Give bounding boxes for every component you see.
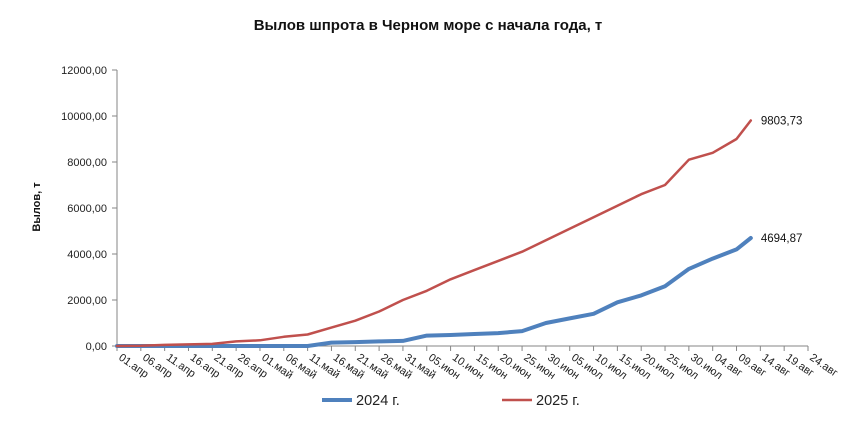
chart-title: Вылов шпрота в Черном море с начала года… <box>254 17 603 34</box>
legend: 2024 г. 2025 г. <box>322 393 580 409</box>
y-tick-label: 6000,00 <box>67 203 107 215</box>
axes <box>116 70 808 347</box>
y-tick-label: 12000,00 <box>61 65 107 77</box>
y-tick-label: 0,00 <box>86 341 107 353</box>
x-axis-ticks: 01.апр06.апр11.апр16.апр21.апр26.апр01.м… <box>116 346 840 382</box>
series-line-2 <box>115 119 753 348</box>
y-tick-label: 2000,00 <box>67 295 107 307</box>
series-group: 4694,87 9803,73 <box>115 116 803 348</box>
y-tick-label: 8000,00 <box>67 157 107 169</box>
legend-label-1: 2024 г. <box>356 393 400 409</box>
legend-label-2: 2025 г. <box>536 393 580 409</box>
data-label-1: 4694,87 <box>761 233 803 245</box>
y-axis-label: Вылов, т <box>31 182 43 232</box>
x-tick-label: 24.авг <box>807 352 839 380</box>
y-tick-label: 10000,00 <box>61 111 107 123</box>
series-line-1 <box>115 236 753 348</box>
y-tick-label: 4000,00 <box>67 249 107 261</box>
y-axis-ticks: 0,00 2000,00 4000,00 6000,00 8000,00 10000,00… <box>61 65 117 353</box>
data-label-2: 9803,73 <box>761 116 803 128</box>
